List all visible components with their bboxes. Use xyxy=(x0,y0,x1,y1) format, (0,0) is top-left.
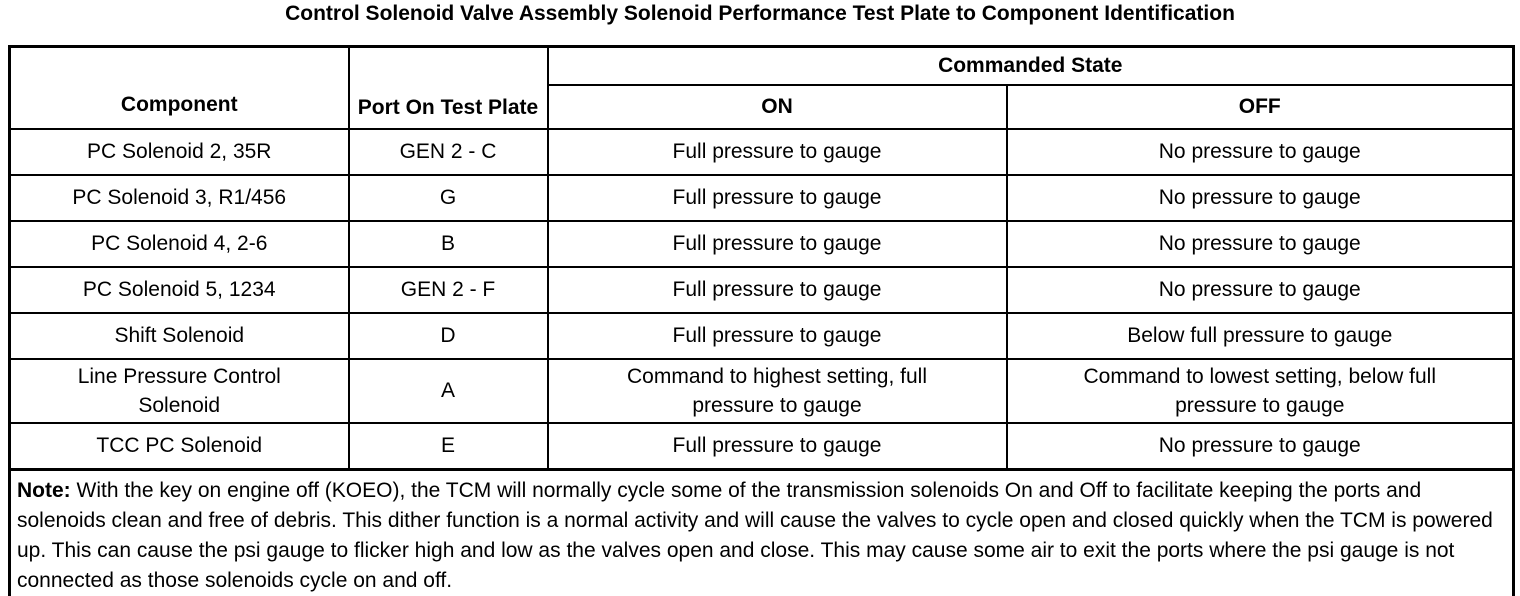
on-state-cell: Full pressure to gauge xyxy=(546,127,1008,176)
table-row: PC Solenoid 4, 2-6 B Full pressure to ga… xyxy=(8,219,1515,268)
component-cell: Line Pressure Control Solenoid xyxy=(8,357,350,424)
on-state-cell: Full pressure to gauge xyxy=(546,173,1008,222)
component-cell: PC Solenoid 3, R1/456 xyxy=(8,173,350,222)
off-state-cell: No pressure to gauge xyxy=(1005,421,1515,470)
table-row: PC Solenoid 2, 35R GEN 2 - C Full pressu… xyxy=(8,127,1515,176)
off-state-cell: No pressure to gauge xyxy=(1005,173,1515,222)
table-row: Line Pressure Control Solenoid A Command… xyxy=(8,357,1515,424)
solenoid-test-table: Component Port On Test Plate Commanded S… xyxy=(8,45,1515,596)
off-state-cell: No pressure to gauge xyxy=(1005,219,1515,268)
component-cell: PC Solenoid 4, 2-6 xyxy=(8,219,350,268)
off-state-cell: No pressure to gauge xyxy=(1005,127,1515,176)
on-state-cell: Full pressure to gauge xyxy=(546,265,1008,314)
component-cell: Shift Solenoid xyxy=(8,311,350,360)
page-title: Control Solenoid Valve Assembly Solenoid… xyxy=(285,2,1235,25)
table-header: Component Port On Test Plate Commanded S… xyxy=(8,45,1515,130)
table-row: Shift Solenoid D Full pressure to gauge … xyxy=(8,311,1515,360)
port-cell: GEN 2 - F xyxy=(347,265,549,314)
off-state-cell: Below full pressure to gauge xyxy=(1005,311,1515,360)
note-row: Note: With the key on engine off (KOEO),… xyxy=(8,467,1515,596)
on-state-cell: Full pressure to gauge xyxy=(546,311,1008,360)
table-body: PC Solenoid 2, 35R GEN 2 - C Full pressu… xyxy=(8,127,1515,470)
header-row-bottom: ON OFF xyxy=(10,83,1515,130)
column-header-off: OFF xyxy=(1005,83,1515,130)
on-state-cell: Full pressure to gauge xyxy=(546,219,1008,268)
table-row: PC Solenoid 5, 1234 GEN 2 - F Full press… xyxy=(8,265,1515,314)
note-cell: Note: With the key on engine off (KOEO),… xyxy=(8,467,1515,596)
port-cell: GEN 2 - C xyxy=(347,127,549,176)
port-cell: A xyxy=(347,357,549,424)
component-cell: PC Solenoid 2, 35R xyxy=(8,127,350,176)
component-cell: PC Solenoid 5, 1234 xyxy=(8,265,350,314)
column-header-on: ON xyxy=(546,83,1008,130)
note-label: Note: xyxy=(17,478,71,502)
port-cell: D xyxy=(347,311,549,360)
column-header-port-on-test-plate: Port On Test Plate xyxy=(347,45,549,130)
table-row: TCC PC Solenoid E Full pressure to gauge… xyxy=(8,421,1515,470)
port-cell: E xyxy=(347,421,549,470)
table-row: PC Solenoid 3, R1/456 G Full pressure to… xyxy=(8,173,1515,222)
on-state-cell: Command to highest setting, full pressur… xyxy=(546,357,1008,424)
table-footer: Note: With the key on engine off (KOEO),… xyxy=(8,467,1515,596)
column-header-component: Component xyxy=(8,45,350,130)
header-row-top: Component Port On Test Plate Commanded S… xyxy=(8,45,1515,130)
port-cell: G xyxy=(347,173,549,222)
off-state-cell: No pressure to gauge xyxy=(1005,265,1515,314)
port-cell: B xyxy=(347,219,549,268)
on-state-cell: Full pressure to gauge xyxy=(546,421,1008,470)
off-state-cell: Command to lowest setting, below full pr… xyxy=(1005,357,1515,424)
component-cell: TCC PC Solenoid xyxy=(8,421,350,470)
note-text: With the key on engine off (KOEO), the T… xyxy=(17,478,1493,592)
column-header-commanded-state: Commanded State xyxy=(546,45,1515,86)
